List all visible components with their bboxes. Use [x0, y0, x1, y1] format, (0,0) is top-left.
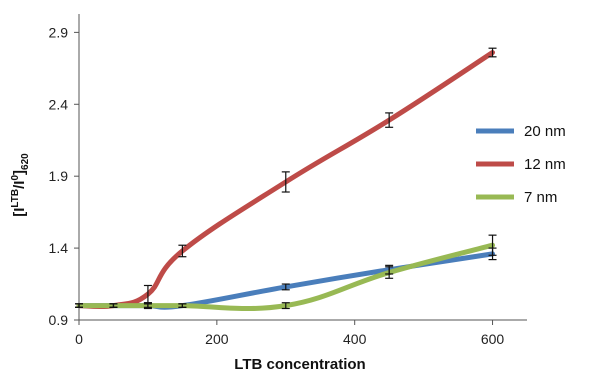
- series-lines: [76, 50, 496, 312]
- y-axis-title-sup: LTB: [10, 189, 21, 208]
- y-tick-label: 1.4: [49, 240, 69, 256]
- legend-label: 12 nm: [524, 156, 566, 173]
- legend-label: 20 nm: [524, 123, 566, 140]
- x-tick-label: 200: [205, 331, 229, 347]
- y-tick-label: 1.9: [49, 168, 69, 184]
- x-tick-labels: 0 200 400 600: [75, 331, 504, 347]
- y-axis-title: [ILTB/I0]620: [10, 153, 31, 217]
- chart-legend: 20 nm 12 nm 7 nm: [476, 123, 566, 206]
- y-axis-title-mid: /I: [11, 181, 28, 189]
- x-tick-label: 600: [481, 331, 505, 347]
- x-tick-label: 400: [343, 331, 367, 347]
- y-axis-title-sup2: 0: [10, 175, 21, 181]
- y-tick-label: 2.9: [49, 24, 69, 40]
- y-tick-label: 0.9: [49, 312, 69, 328]
- y-axis-title-sub: 620: [20, 153, 31, 170]
- error-bars: [75, 47, 497, 310]
- x-tick-label: 0: [75, 331, 83, 347]
- y-tick-label: 2.4: [49, 96, 69, 112]
- y-axis-title-main: [I: [11, 208, 28, 217]
- legend-label: 7 nm: [524, 189, 557, 206]
- y-tick-labels: 0.9 1.4 1.9 2.4 2.9: [49, 24, 69, 328]
- y-axis-title-end: ]: [11, 170, 28, 175]
- chart-axes: [74, 14, 527, 325]
- x-axis-title: LTB concentration: [234, 356, 365, 373]
- series-line-7-nm: [76, 242, 496, 312]
